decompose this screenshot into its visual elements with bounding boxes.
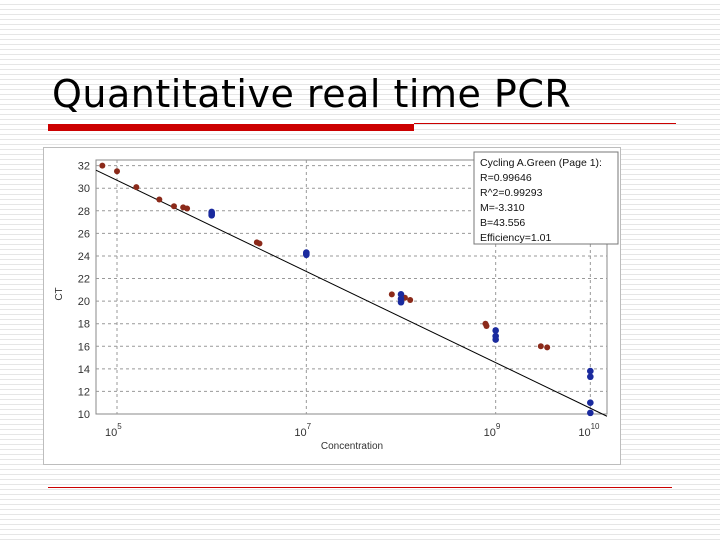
x-tick-base: 10	[105, 427, 117, 439]
sample-point	[114, 168, 121, 175]
y-tick-label: 22	[78, 274, 90, 286]
sample-point	[537, 343, 544, 350]
standard-point	[492, 327, 499, 334]
stats-intercept: B=43.556	[480, 217, 525, 229]
x-tick-base: 10	[294, 427, 306, 439]
stats-heading: Cycling A.Green (Page 1):	[480, 157, 602, 169]
y-tick-label: 28	[78, 206, 90, 218]
sample-point	[170, 203, 177, 210]
y-tick-label: 26	[78, 228, 90, 240]
x-axis-label: Concentration	[321, 441, 383, 452]
sample-point	[99, 162, 106, 169]
x-tick-label: 107	[294, 422, 311, 439]
fit-line-group	[95, 169, 608, 417]
title-underline-thick	[48, 124, 414, 131]
x-tick-base: 10	[484, 427, 496, 439]
y-tick-label: 12	[78, 386, 90, 398]
y-axis-label: CT	[54, 287, 65, 300]
stats-efficiency: Efficiency=1.01	[480, 232, 551, 244]
stats-slope: M=-3.310	[480, 202, 525, 214]
standard-point	[303, 251, 310, 259]
x-tick-exponent: 5	[117, 422, 122, 431]
x-tick-label: 105	[105, 422, 122, 439]
sample-point	[156, 196, 163, 203]
standard-point	[587, 409, 594, 417]
y-tick-label: 32	[78, 161, 90, 173]
y-tick-label: 16	[78, 341, 90, 353]
sample-point	[133, 184, 140, 191]
sample-point	[184, 205, 191, 212]
y-tick-label: 20	[78, 296, 90, 308]
sample-point	[483, 322, 490, 329]
sample-point	[407, 296, 414, 303]
standard-point	[208, 208, 215, 216]
bottom-rule	[48, 487, 672, 488]
y-axis-ticks: 10 12 14 16 18 20 22 24 26 28 30 32	[78, 161, 90, 421]
x-tick-exponent: 10	[591, 422, 600, 431]
x-tick-base: 10	[578, 427, 590, 439]
standard-point	[587, 399, 594, 407]
y-tick-label: 24	[78, 251, 90, 263]
chart-frame: 10 12 14 16 18 20 22 24 26 28 30 32 105 107 109 1010 C…	[43, 147, 621, 465]
fit-line	[95, 169, 608, 417]
standard-point	[587, 367, 594, 375]
sample-point	[256, 240, 263, 247]
standard-point	[587, 373, 594, 381]
x-tick-label: 1010	[578, 422, 600, 439]
slide-title: Quantitative real time PCR	[52, 72, 572, 116]
y-tick-label: 18	[78, 319, 90, 331]
x-tick-exponent: 9	[496, 422, 501, 431]
title-underline-thin	[414, 123, 676, 124]
standard-point	[397, 298, 405, 306]
stats-legend: Cycling A.Green (Page 1): R=0.99646 R^2=…	[473, 151, 619, 245]
sample-point	[544, 344, 551, 351]
stats-legend-box	[473, 151, 619, 245]
y-tick-label: 30	[78, 183, 90, 195]
stats-r2: R^2=0.99293	[480, 187, 543, 199]
y-tick-label: 10	[78, 409, 90, 421]
x-tick-exponent: 7	[307, 422, 312, 431]
data-points	[99, 162, 594, 417]
y-tick-label: 14	[78, 364, 90, 376]
standard-point	[492, 336, 499, 343]
sample-point	[388, 291, 395, 298]
x-tick-label: 109	[484, 422, 501, 439]
stats-r: R=0.99646	[480, 172, 532, 184]
standard-point	[397, 291, 405, 298]
